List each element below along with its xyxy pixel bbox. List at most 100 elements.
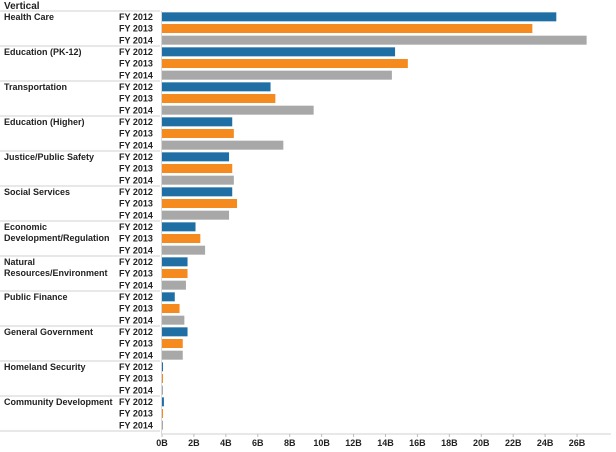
bar xyxy=(162,374,163,384)
year-label: FY 2012 xyxy=(119,327,153,337)
bar xyxy=(162,280,186,290)
bar xyxy=(162,339,183,349)
year-label: FY 2014 xyxy=(119,420,153,430)
column-header: Vertical xyxy=(4,1,40,12)
year-label: FY 2012 xyxy=(119,152,153,162)
x-tick-label: 8B xyxy=(284,438,296,448)
year-label: FY 2012 xyxy=(119,362,153,372)
category-label: Justice/Public Safety xyxy=(4,152,94,162)
bar xyxy=(162,222,196,232)
bar xyxy=(162,350,183,360)
x-tick-label: 6B xyxy=(252,438,264,448)
year-label: FY 2014 xyxy=(119,385,153,395)
x-tick-label: 16B xyxy=(409,438,426,448)
year-label: FY 2014 xyxy=(119,35,153,45)
year-label: FY 2012 xyxy=(119,187,153,197)
x-tick-label: 2B xyxy=(188,438,200,448)
year-label: FY 2012 xyxy=(119,222,153,232)
year-label: FY 2012 xyxy=(119,117,153,127)
category-label: Community Development xyxy=(4,397,113,407)
x-tick-label: 18B xyxy=(441,438,458,448)
bar xyxy=(162,35,587,45)
year-label: FY 2013 xyxy=(119,199,153,209)
x-tick-label: 4B xyxy=(220,438,232,448)
year-label: FY 2014 xyxy=(119,140,153,150)
bar xyxy=(162,47,396,57)
bar xyxy=(162,315,185,325)
bar xyxy=(162,12,557,22)
year-label: FY 2014 xyxy=(119,280,153,290)
category-label: Social Services xyxy=(4,187,70,197)
x-tick-label: 14B xyxy=(377,438,394,448)
bar xyxy=(162,304,180,314)
category-label: Homeland Security xyxy=(4,362,86,372)
bar xyxy=(162,245,206,255)
bar xyxy=(162,187,233,197)
bar xyxy=(162,327,188,337)
year-label: FY 2013 xyxy=(119,59,153,69)
bar xyxy=(162,117,233,127)
bar xyxy=(162,140,284,150)
x-tick-label: 0B xyxy=(156,438,168,448)
bar xyxy=(162,409,163,419)
bar xyxy=(162,164,233,174)
category-label: Development/Regulation xyxy=(4,233,110,243)
x-tick-label: 10B xyxy=(313,438,330,448)
year-label: FY 2014 xyxy=(119,245,153,255)
category-label: Public Finance xyxy=(4,292,68,302)
year-label: FY 2014 xyxy=(119,175,153,185)
category-label: Education (PK-12) xyxy=(4,47,82,57)
category-label: Health Care xyxy=(4,12,54,22)
category-label: Transportation xyxy=(4,82,67,92)
bar xyxy=(162,269,188,279)
bar xyxy=(162,234,201,244)
x-tick-label: 24B xyxy=(537,438,554,448)
x-tick-label: 22B xyxy=(505,438,522,448)
bar xyxy=(162,362,163,372)
year-label: FY 2014 xyxy=(119,70,153,80)
bar xyxy=(162,397,164,407)
bar xyxy=(162,152,230,162)
year-label: FY 2012 xyxy=(119,47,153,57)
year-label: FY 2014 xyxy=(119,105,153,115)
year-label: FY 2013 xyxy=(119,269,153,279)
bar xyxy=(162,70,392,80)
year-label: FY 2013 xyxy=(119,339,153,349)
year-label: FY 2014 xyxy=(119,210,153,220)
bar xyxy=(162,129,234,139)
year-label: FY 2013 xyxy=(119,94,153,104)
year-label: FY 2013 xyxy=(119,304,153,314)
x-tick-label: 26B xyxy=(569,438,586,448)
bar xyxy=(162,175,234,185)
year-label: FY 2012 xyxy=(119,82,153,92)
category-label: Education (Higher) xyxy=(4,117,85,127)
year-label: FY 2014 xyxy=(119,350,153,360)
year-label: FY 2014 xyxy=(119,315,153,325)
bar xyxy=(162,199,238,209)
category-label: General Government xyxy=(4,327,93,337)
bar xyxy=(162,292,175,302)
bar xyxy=(162,385,163,395)
year-label: FY 2013 xyxy=(119,129,153,139)
x-tick-label: 12B xyxy=(345,438,362,448)
category-label: Natural xyxy=(4,257,35,267)
bar xyxy=(162,105,314,115)
bar xyxy=(162,257,188,267)
year-label: FY 2013 xyxy=(119,234,153,244)
bar xyxy=(162,94,276,104)
category-label: Resources/Environment xyxy=(4,268,108,278)
category-label: Economic xyxy=(4,222,47,232)
year-label: FY 2013 xyxy=(119,24,153,34)
year-label: FY 2012 xyxy=(119,12,153,22)
year-label: FY 2012 xyxy=(119,292,153,302)
year-label: FY 2012 xyxy=(119,257,153,267)
year-label: FY 2013 xyxy=(119,374,153,384)
year-label: FY 2012 xyxy=(119,397,153,407)
bar xyxy=(162,420,163,430)
bar xyxy=(162,82,271,92)
x-tick-label: 20B xyxy=(473,438,490,448)
year-label: FY 2013 xyxy=(119,164,153,174)
bar xyxy=(162,210,230,220)
bar xyxy=(162,24,533,34)
